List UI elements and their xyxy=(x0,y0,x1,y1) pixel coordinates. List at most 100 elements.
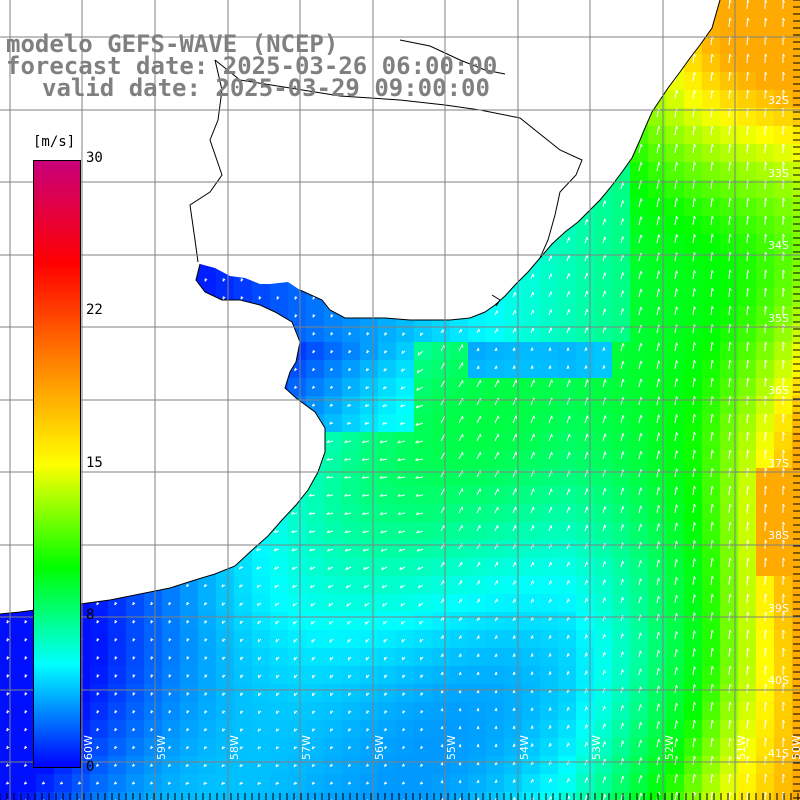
wind-arrow-head xyxy=(747,215,750,219)
wind-arrow-head xyxy=(495,365,498,369)
wind-arrow-head xyxy=(401,350,404,354)
wind-arrow-head xyxy=(515,379,518,383)
wind-arrow xyxy=(746,71,749,82)
wind-arrow-head xyxy=(640,198,643,202)
speed-cell xyxy=(792,216,800,234)
wind-arrow-head xyxy=(711,269,714,274)
wind-arrow xyxy=(746,143,749,154)
wind-arrow xyxy=(530,291,534,298)
speed-cell xyxy=(504,792,522,800)
wind-arrow xyxy=(746,503,749,514)
wind-arrow xyxy=(746,53,749,64)
wind-arrow-head xyxy=(711,161,714,165)
wind-arrow xyxy=(674,162,677,172)
speed-cell xyxy=(792,18,800,36)
wind-arrow-head xyxy=(515,488,517,492)
wind-arrow xyxy=(674,324,677,334)
wind-arrow xyxy=(692,270,695,280)
wind-arrow-head xyxy=(764,17,768,21)
speed-cell xyxy=(126,792,144,800)
wind-arrow xyxy=(602,200,606,208)
wind-arrow xyxy=(440,344,445,352)
wind-arrow xyxy=(548,255,552,262)
wind-arrow xyxy=(728,71,731,82)
wind-arrow-head xyxy=(533,379,536,383)
wind-arrow xyxy=(746,305,749,316)
wind-arrow-head xyxy=(764,251,768,255)
wind-arrow xyxy=(656,234,660,244)
wind-arrow xyxy=(710,36,713,46)
wind-arrow xyxy=(548,309,552,316)
wind-arrow-head xyxy=(586,254,589,259)
wind-arrow-head xyxy=(514,310,517,314)
speed-cell xyxy=(792,720,800,738)
wind-arrow xyxy=(728,251,731,262)
wind-arrow-head xyxy=(640,144,643,148)
wind-arrow xyxy=(746,269,749,280)
wind-arrow-head xyxy=(747,143,750,147)
wind-arrow xyxy=(566,273,570,280)
wind-arrow-head xyxy=(729,161,732,165)
wind-arrow-head xyxy=(640,306,643,310)
wind-arrow-head xyxy=(533,433,535,437)
wind-arrow xyxy=(620,254,624,262)
wind-arrow-head xyxy=(711,53,714,57)
wind-arrow xyxy=(746,485,749,496)
wind-arrow xyxy=(638,144,642,154)
wind-arrow xyxy=(728,0,731,10)
wind-arrow xyxy=(746,575,749,586)
speed-cell xyxy=(414,792,432,800)
wind-arrow-head xyxy=(312,349,314,354)
wind-arrow xyxy=(638,288,642,298)
wind-arrow-head xyxy=(604,200,607,204)
wind-arrow xyxy=(692,216,695,226)
wind-arrow xyxy=(458,344,463,352)
wind-arrow xyxy=(728,323,731,334)
wind-arrow-head xyxy=(675,234,679,238)
wind-arrow xyxy=(656,144,660,154)
wind-arrow-head xyxy=(497,506,499,510)
wind-arrow xyxy=(746,17,749,28)
wind-arrow-head xyxy=(550,327,553,331)
wind-arrow-head xyxy=(497,433,500,437)
wind-arrow-head xyxy=(532,580,534,584)
wind-arrow-head xyxy=(658,143,661,148)
wind-arrow xyxy=(746,287,749,298)
wind-arrow xyxy=(692,72,695,82)
wind-arrow-head xyxy=(711,197,714,201)
wind-arrow xyxy=(728,215,731,226)
wind-arrow xyxy=(746,179,749,190)
wind-arrow-head xyxy=(747,305,750,309)
wind-arrow-head xyxy=(782,161,786,165)
speed-cell xyxy=(162,792,180,800)
speed-cell xyxy=(198,792,216,800)
wind-arrow-head xyxy=(586,326,589,331)
wind-arrow xyxy=(602,236,606,244)
wind-arrow-head xyxy=(366,332,368,336)
wind-arrow-head xyxy=(693,125,697,129)
wind-arrow-head xyxy=(693,197,697,201)
wind-arrow-head xyxy=(764,125,768,129)
wind-arrow-head xyxy=(532,273,535,277)
wind-arrow xyxy=(674,216,677,226)
wind-arrow xyxy=(674,306,677,316)
wind-arrow-head xyxy=(586,290,589,295)
wind-arrow-head xyxy=(711,251,714,256)
wind-arrow xyxy=(728,305,731,316)
wind-arrow-head xyxy=(693,143,697,147)
wind-arrow xyxy=(656,270,660,280)
wind-arrow-head xyxy=(419,332,422,336)
wind-arrow xyxy=(674,270,677,280)
speed-cell xyxy=(792,324,800,342)
wind-arrow-head xyxy=(532,327,535,331)
wind-arrow-head xyxy=(514,580,517,584)
wind-arrow-head xyxy=(402,332,404,336)
wind-arrow-head xyxy=(764,269,768,273)
wind-arrow xyxy=(710,162,713,172)
speed-cell xyxy=(108,792,126,800)
wind-arrow xyxy=(692,198,695,208)
wind-arrow xyxy=(746,467,749,478)
wind-arrow-head xyxy=(747,0,750,3)
wind-arrow-head xyxy=(417,352,420,356)
wind-arrow-head xyxy=(586,272,589,277)
